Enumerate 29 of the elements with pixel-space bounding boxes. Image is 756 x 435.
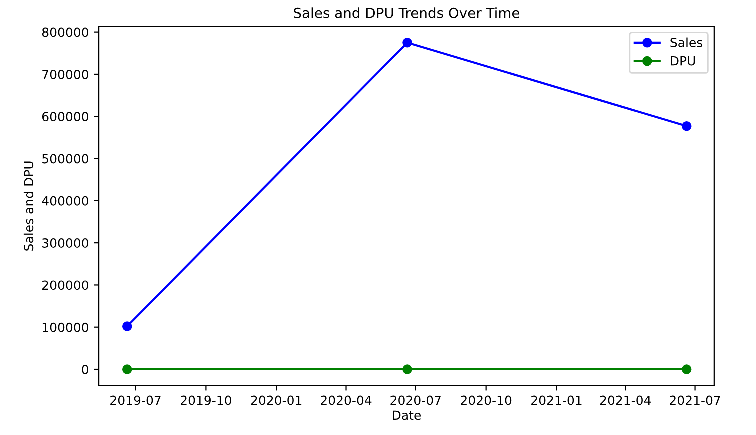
x-tick-label: 2020-04 xyxy=(321,396,372,406)
x-tick-label: 2020-07 xyxy=(390,396,441,406)
x-tick-label: 2019-07 xyxy=(110,396,161,406)
point xyxy=(402,364,412,374)
y-tick-label: 800000 xyxy=(42,28,88,38)
point xyxy=(122,322,132,332)
x-tick-label: 2020-10 xyxy=(461,396,512,406)
y-tick-label: 0 xyxy=(82,364,88,374)
y-tick-label: 700000 xyxy=(42,70,88,80)
y-axis-title: Sales and DPU xyxy=(24,162,34,251)
x-tick-label: 2021-04 xyxy=(600,396,652,406)
y-tick-label: 100000 xyxy=(42,322,88,332)
legend-label: Sales xyxy=(670,38,703,48)
point xyxy=(122,364,132,374)
x-tick-label: 2020-01 xyxy=(251,396,302,406)
x-axis-title: Date xyxy=(393,410,421,420)
x-tick-label: 2019-10 xyxy=(180,396,232,406)
point xyxy=(402,38,412,48)
point xyxy=(682,121,692,132)
x-tick-label: 2021-07 xyxy=(670,396,720,406)
y-tick-label: 200000 xyxy=(42,280,88,290)
chart-title: Sales and DPU Trends Over Time xyxy=(294,8,520,18)
y-tick-label: 500000 xyxy=(42,154,88,164)
y-tick-label: 600000 xyxy=(42,112,88,122)
point xyxy=(682,364,692,374)
legend-label: DPU xyxy=(671,56,696,66)
y-tick-label: 300000 xyxy=(42,238,88,248)
y-tick-label: 400000 xyxy=(42,196,88,206)
x-tick-label: 2021-01 xyxy=(532,396,582,406)
